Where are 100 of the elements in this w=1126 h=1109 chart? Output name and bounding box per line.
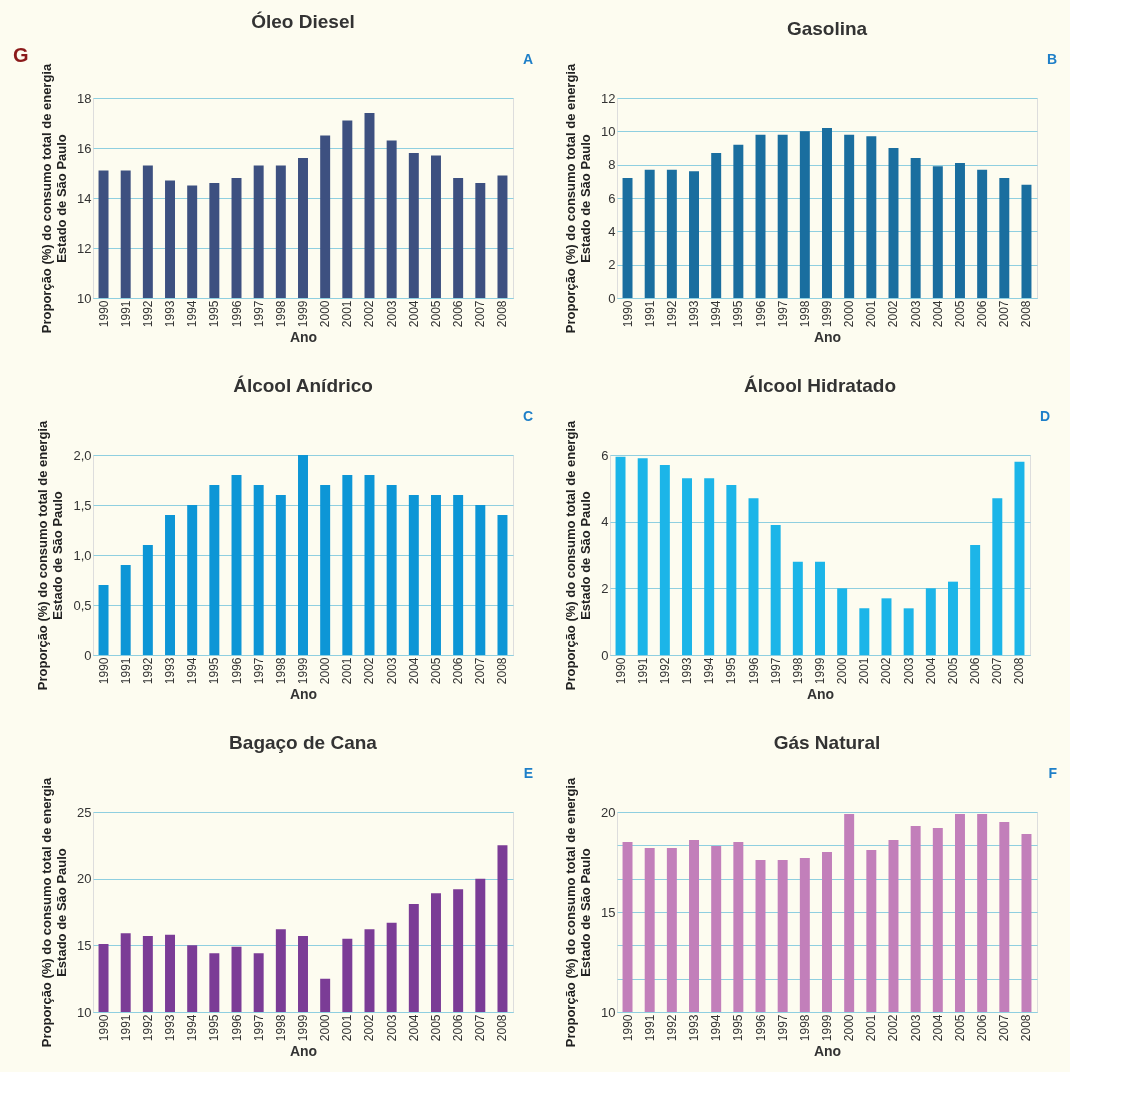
x-tick-label: 2004 — [930, 300, 945, 328]
x-tick-label: 1997 — [775, 300, 790, 328]
x-tick-label: 2002 — [886, 1014, 901, 1042]
x-tick-label: 2006 — [451, 300, 466, 328]
y-tick-label: 18 — [77, 90, 92, 106]
y-axis-title: Proporção (%) do consumo total de energia Estado de São Paulo — [563, 63, 594, 334]
bar — [98, 585, 109, 655]
bar — [120, 565, 131, 655]
bar — [386, 485, 397, 655]
x-tick-label: 2007 — [473, 657, 488, 685]
y-tick-label: 0 — [601, 647, 609, 663]
x-tick-label: 1992 — [140, 657, 155, 685]
y-axis-title: Proporção (%) do consumo total de energia Estado de São Paulo — [563, 420, 594, 691]
y-tick-label: 15 — [601, 904, 616, 920]
bar — [408, 495, 419, 655]
x-tick-label: 2006 — [451, 1014, 466, 1042]
x-tick-label: 2003 — [901, 657, 916, 685]
x-tick-label: 2000 — [318, 300, 333, 328]
x-tick-label: 2003 — [908, 1014, 923, 1042]
y-tick-label: 2 — [608, 257, 616, 273]
x-tick-label: 2007 — [990, 657, 1005, 685]
x-tick-label: 2002 — [362, 1014, 377, 1042]
y-tick-label: 10 — [77, 290, 92, 306]
bar — [1021, 184, 1032, 298]
x-axis-title: Ano — [813, 1043, 842, 1060]
x-tick-label: 1996 — [229, 657, 244, 685]
text: A — [522, 51, 533, 67]
bar — [615, 456, 626, 655]
x-tick-label: 2001 — [864, 1014, 879, 1042]
y-tick-label: 12 — [601, 90, 616, 106]
y-axis-title: Proporção (%) do consumo total de energia Estado de São Paulo — [35, 420, 66, 691]
chart-title: Bagaço de Cana — [229, 732, 378, 753]
x-tick-label: 1998 — [797, 1014, 812, 1042]
y-tick-label: 16 — [77, 140, 92, 156]
bar — [733, 144, 744, 298]
bar — [999, 178, 1010, 298]
y-tick-label: 2,0 — [73, 447, 92, 463]
x-tick-label: 1995 — [207, 1014, 222, 1042]
x-tick-label: 1991 — [642, 1014, 657, 1042]
x-tick-label: 1995 — [207, 657, 222, 685]
x-tick-label: 2006 — [975, 300, 990, 328]
x-tick-label: 1991 — [118, 657, 133, 685]
x-axis-title: Ano — [806, 686, 835, 703]
x-tick-label: 2003 — [384, 657, 399, 685]
bar — [453, 495, 464, 655]
y-tick-label: 4 — [608, 223, 616, 239]
y-tick-label: 6 — [601, 447, 609, 463]
bar — [689, 171, 700, 298]
x-tick-label: 1997 — [251, 1014, 266, 1042]
x-tick-label: 2006 — [451, 657, 466, 685]
x-tick-label: 1990 — [620, 1014, 635, 1042]
x-tick-label: 1996 — [753, 300, 768, 328]
chart-title: Álcool Hidratado — [743, 375, 897, 396]
x-tick-label: 2002 — [362, 300, 377, 328]
x-tick-label: 2004 — [406, 300, 421, 328]
x-tick-label: 2008 — [1019, 1014, 1034, 1042]
x-tick-label: 1993 — [163, 1014, 178, 1042]
bar — [209, 485, 220, 655]
x-tick-label: 1999 — [813, 657, 827, 685]
y-tick-label: 15 — [77, 937, 92, 953]
x-axis-title: Ano — [289, 686, 318, 703]
x-tick-label: 2000 — [318, 1014, 333, 1042]
x-tick-label: 1991 — [635, 657, 650, 685]
y-tick-label: 1,5 — [73, 497, 92, 513]
x-tick-label: 1996 — [753, 1014, 768, 1042]
y-tick-label: 0 — [84, 647, 92, 663]
x-tick-label: 1992 — [657, 657, 672, 685]
chart-title: Óleo Diesel — [251, 11, 355, 32]
text: E — [523, 765, 533, 781]
x-tick-label: 1998 — [273, 657, 288, 685]
bar — [644, 169, 655, 298]
x-tick-label: 2005 — [428, 300, 443, 328]
bar — [704, 478, 715, 655]
bar — [142, 545, 153, 655]
x-tick-label: 1997 — [775, 1014, 790, 1042]
y-tick-label: 25 — [77, 804, 92, 820]
x-tick-label: 2003 — [384, 1014, 399, 1042]
x-tick-label: 2007 — [997, 1014, 1012, 1042]
bar — [815, 561, 825, 655]
y-axis-title: Proporção (%) do consumo total de energia Estado de São Paulo — [563, 777, 594, 1048]
x-tick-label: 2000 — [835, 657, 850, 685]
x-tick-label: 2000 — [842, 300, 857, 328]
y-tick-label: 6 — [608, 190, 616, 206]
x-tick-label: 2001 — [857, 657, 872, 685]
y-tick-label: 20 — [77, 871, 92, 887]
y-axis-title: Proporção (%) do consumo total de energia Estado de São Paulo — [39, 63, 70, 334]
x-tick-label: 1991 — [118, 300, 133, 328]
y-tick-label: 20 — [601, 804, 616, 820]
text: B — [1046, 51, 1057, 67]
bar — [970, 545, 981, 655]
bar — [682, 478, 693, 655]
x-tick-label: 1997 — [251, 300, 266, 328]
text: F — [1048, 765, 1058, 781]
x-tick-label: 2002 — [879, 657, 894, 685]
x-tick-label: 1999 — [296, 1014, 310, 1042]
bar — [888, 148, 899, 298]
text: D — [1039, 408, 1050, 424]
x-tick-label: 2001 — [340, 1014, 355, 1042]
x-tick-label: 2002 — [886, 300, 901, 328]
x-tick-label: 2005 — [428, 1014, 443, 1042]
